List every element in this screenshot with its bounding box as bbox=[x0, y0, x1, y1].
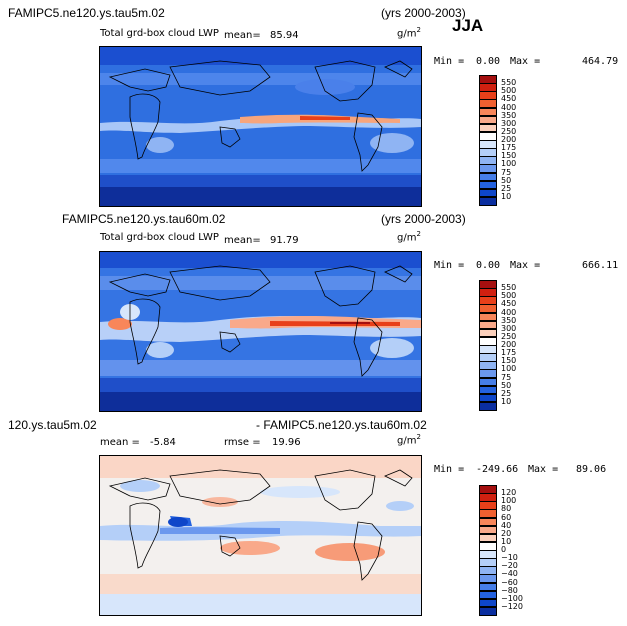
colorbar-label: −120 bbox=[501, 601, 523, 611]
colorbar-label: 75 bbox=[501, 372, 512, 382]
colorbar-label: 550 bbox=[501, 283, 517, 293]
panel1-lwp-map bbox=[99, 46, 422, 207]
colorbar-label: −100 bbox=[501, 593, 523, 603]
panel1-variable: Total grd-box cloud LWP bbox=[100, 28, 219, 39]
colorbar-label: 350 bbox=[501, 315, 517, 325]
panel1-colorbar: 550 500 450 400 350 300 250 200 175 150 100 75 50 25 1… bbox=[479, 75, 539, 206]
colorbar-label: 350 bbox=[501, 110, 517, 120]
colorbar-label: 450 bbox=[501, 299, 517, 309]
panel1-map-svg bbox=[100, 47, 421, 206]
colorbar-label: 120 bbox=[501, 488, 517, 498]
colorbar-label: 40 bbox=[501, 520, 512, 530]
colorbar-label: 450 bbox=[501, 94, 517, 104]
panel2-map-svg bbox=[100, 252, 421, 411]
panel2-mean-value: 91.79 bbox=[270, 235, 299, 246]
colorbar-label: 550 bbox=[501, 78, 517, 88]
panel1-max-value: 464.79 bbox=[582, 56, 619, 67]
panel3-min-label: Min = bbox=[434, 464, 465, 475]
panel3-case-left: 120.ys.tau5m.02 bbox=[8, 418, 97, 432]
colorbar-label: 50 bbox=[501, 380, 512, 390]
panel1-min-label: Min = bbox=[434, 56, 465, 67]
panel2-units: g/m2 bbox=[397, 230, 421, 244]
panel3-map-svg bbox=[100, 456, 421, 615]
panel1-years: (yrs 2000-2003) bbox=[381, 6, 466, 20]
colorbar-label: 150 bbox=[501, 356, 517, 366]
panel2-case-title: FAMIPC5.ne120.ys.tau60m.02 bbox=[62, 212, 226, 226]
colorbar-label: 250 bbox=[501, 331, 517, 341]
colorbar-label: 400 bbox=[501, 102, 517, 112]
colorbar-label: 500 bbox=[501, 291, 517, 301]
panel2-lwp-map bbox=[99, 251, 422, 412]
colorbar-label: 10 bbox=[501, 191, 512, 201]
colorbar-label: 10 bbox=[501, 396, 512, 406]
colorbar-label: −80 bbox=[501, 585, 518, 595]
colorbar-label: 300 bbox=[501, 118, 517, 128]
panel3-units: g/m2 bbox=[397, 433, 421, 447]
colorbar-label: 175 bbox=[501, 143, 517, 153]
colorbar-label: 50 bbox=[501, 175, 512, 185]
colorbar-label: 100 bbox=[501, 496, 517, 506]
panel3-rmse-value: 19.96 bbox=[272, 437, 301, 448]
colorbar-label: 0 bbox=[501, 545, 507, 554]
panel1-mean-label: mean= bbox=[224, 30, 261, 41]
panel3-min-value: -249.66 bbox=[476, 464, 519, 475]
panel2-years: (yrs 2000-2003) bbox=[381, 212, 466, 226]
colorbar-label: −10 bbox=[501, 553, 518, 563]
colorbar-label: −20 bbox=[501, 561, 518, 571]
colorbar-label: 250 bbox=[501, 126, 517, 136]
colorbar-swatch bbox=[479, 606, 497, 616]
panel3-difference-map bbox=[99, 455, 422, 616]
panel3-max-label: Max = bbox=[528, 464, 559, 475]
panel2-mean-label: mean= bbox=[224, 235, 261, 246]
colorbar-label: 200 bbox=[501, 135, 517, 144]
panel1-case-title: FAMIPC5.ne120.ys.tau5m.02 bbox=[8, 6, 165, 20]
colorbar-label: 60 bbox=[501, 512, 512, 522]
colorbar-label: 25 bbox=[501, 183, 512, 193]
panel3-colorbar: 120 100 80 60 40 20 10 0 −10 −20 −40 −60 −80 −100 −120 bbox=[479, 485, 539, 616]
panel3-rmse-label: rmse = bbox=[224, 437, 261, 448]
colorbar-label: 25 bbox=[501, 388, 512, 398]
colorbar-label: 80 bbox=[501, 504, 512, 514]
colorbar-label: −60 bbox=[501, 577, 518, 587]
panel2-min-value: 0.00 bbox=[476, 260, 501, 271]
colorbar-label: 150 bbox=[501, 151, 517, 161]
colorbar-swatch bbox=[479, 401, 497, 411]
panel3-mean-label: mean = bbox=[100, 437, 140, 448]
colorbar-label: 175 bbox=[501, 348, 517, 358]
colorbar-label: 500 bbox=[501, 86, 517, 96]
colorbar-swatch bbox=[479, 196, 497, 206]
panel2-min-label: Min = bbox=[434, 260, 465, 271]
panel1-units: g/m2 bbox=[397, 26, 421, 40]
colorbar-label: 20 bbox=[501, 528, 512, 538]
panel1-max-label: Max = bbox=[510, 56, 541, 67]
colorbar-label: 400 bbox=[501, 307, 517, 317]
panel3-case-right: - FAMIPC5.ne120.ys.tau60m.02 bbox=[256, 418, 427, 432]
season-label: JJA bbox=[452, 16, 484, 35]
colorbar-label: 300 bbox=[501, 323, 517, 333]
panel2-max-value: 666.11 bbox=[582, 260, 619, 271]
panel2-colorbar: 550 500 450 400 350 300 250 200 175 150 100 75 50 25 1… bbox=[479, 280, 539, 411]
colorbar-label: −40 bbox=[501, 569, 518, 579]
colorbar-label: 10 bbox=[501, 536, 512, 546]
colorbar-label: 75 bbox=[501, 167, 512, 177]
panel2-max-label: Max = bbox=[510, 260, 541, 271]
panel3-max-value: 89.06 bbox=[576, 464, 607, 475]
colorbar-label: 100 bbox=[501, 364, 517, 374]
colorbar-label: 100 bbox=[501, 159, 517, 169]
panel1-min-value: 0.00 bbox=[476, 56, 501, 67]
panel2-variable: Total grd-box cloud LWP bbox=[100, 232, 219, 243]
panel1-mean-value: 85.94 bbox=[270, 30, 299, 41]
colorbar-label: 200 bbox=[501, 340, 517, 349]
panel3-mean-value: -5.84 bbox=[150, 437, 176, 448]
